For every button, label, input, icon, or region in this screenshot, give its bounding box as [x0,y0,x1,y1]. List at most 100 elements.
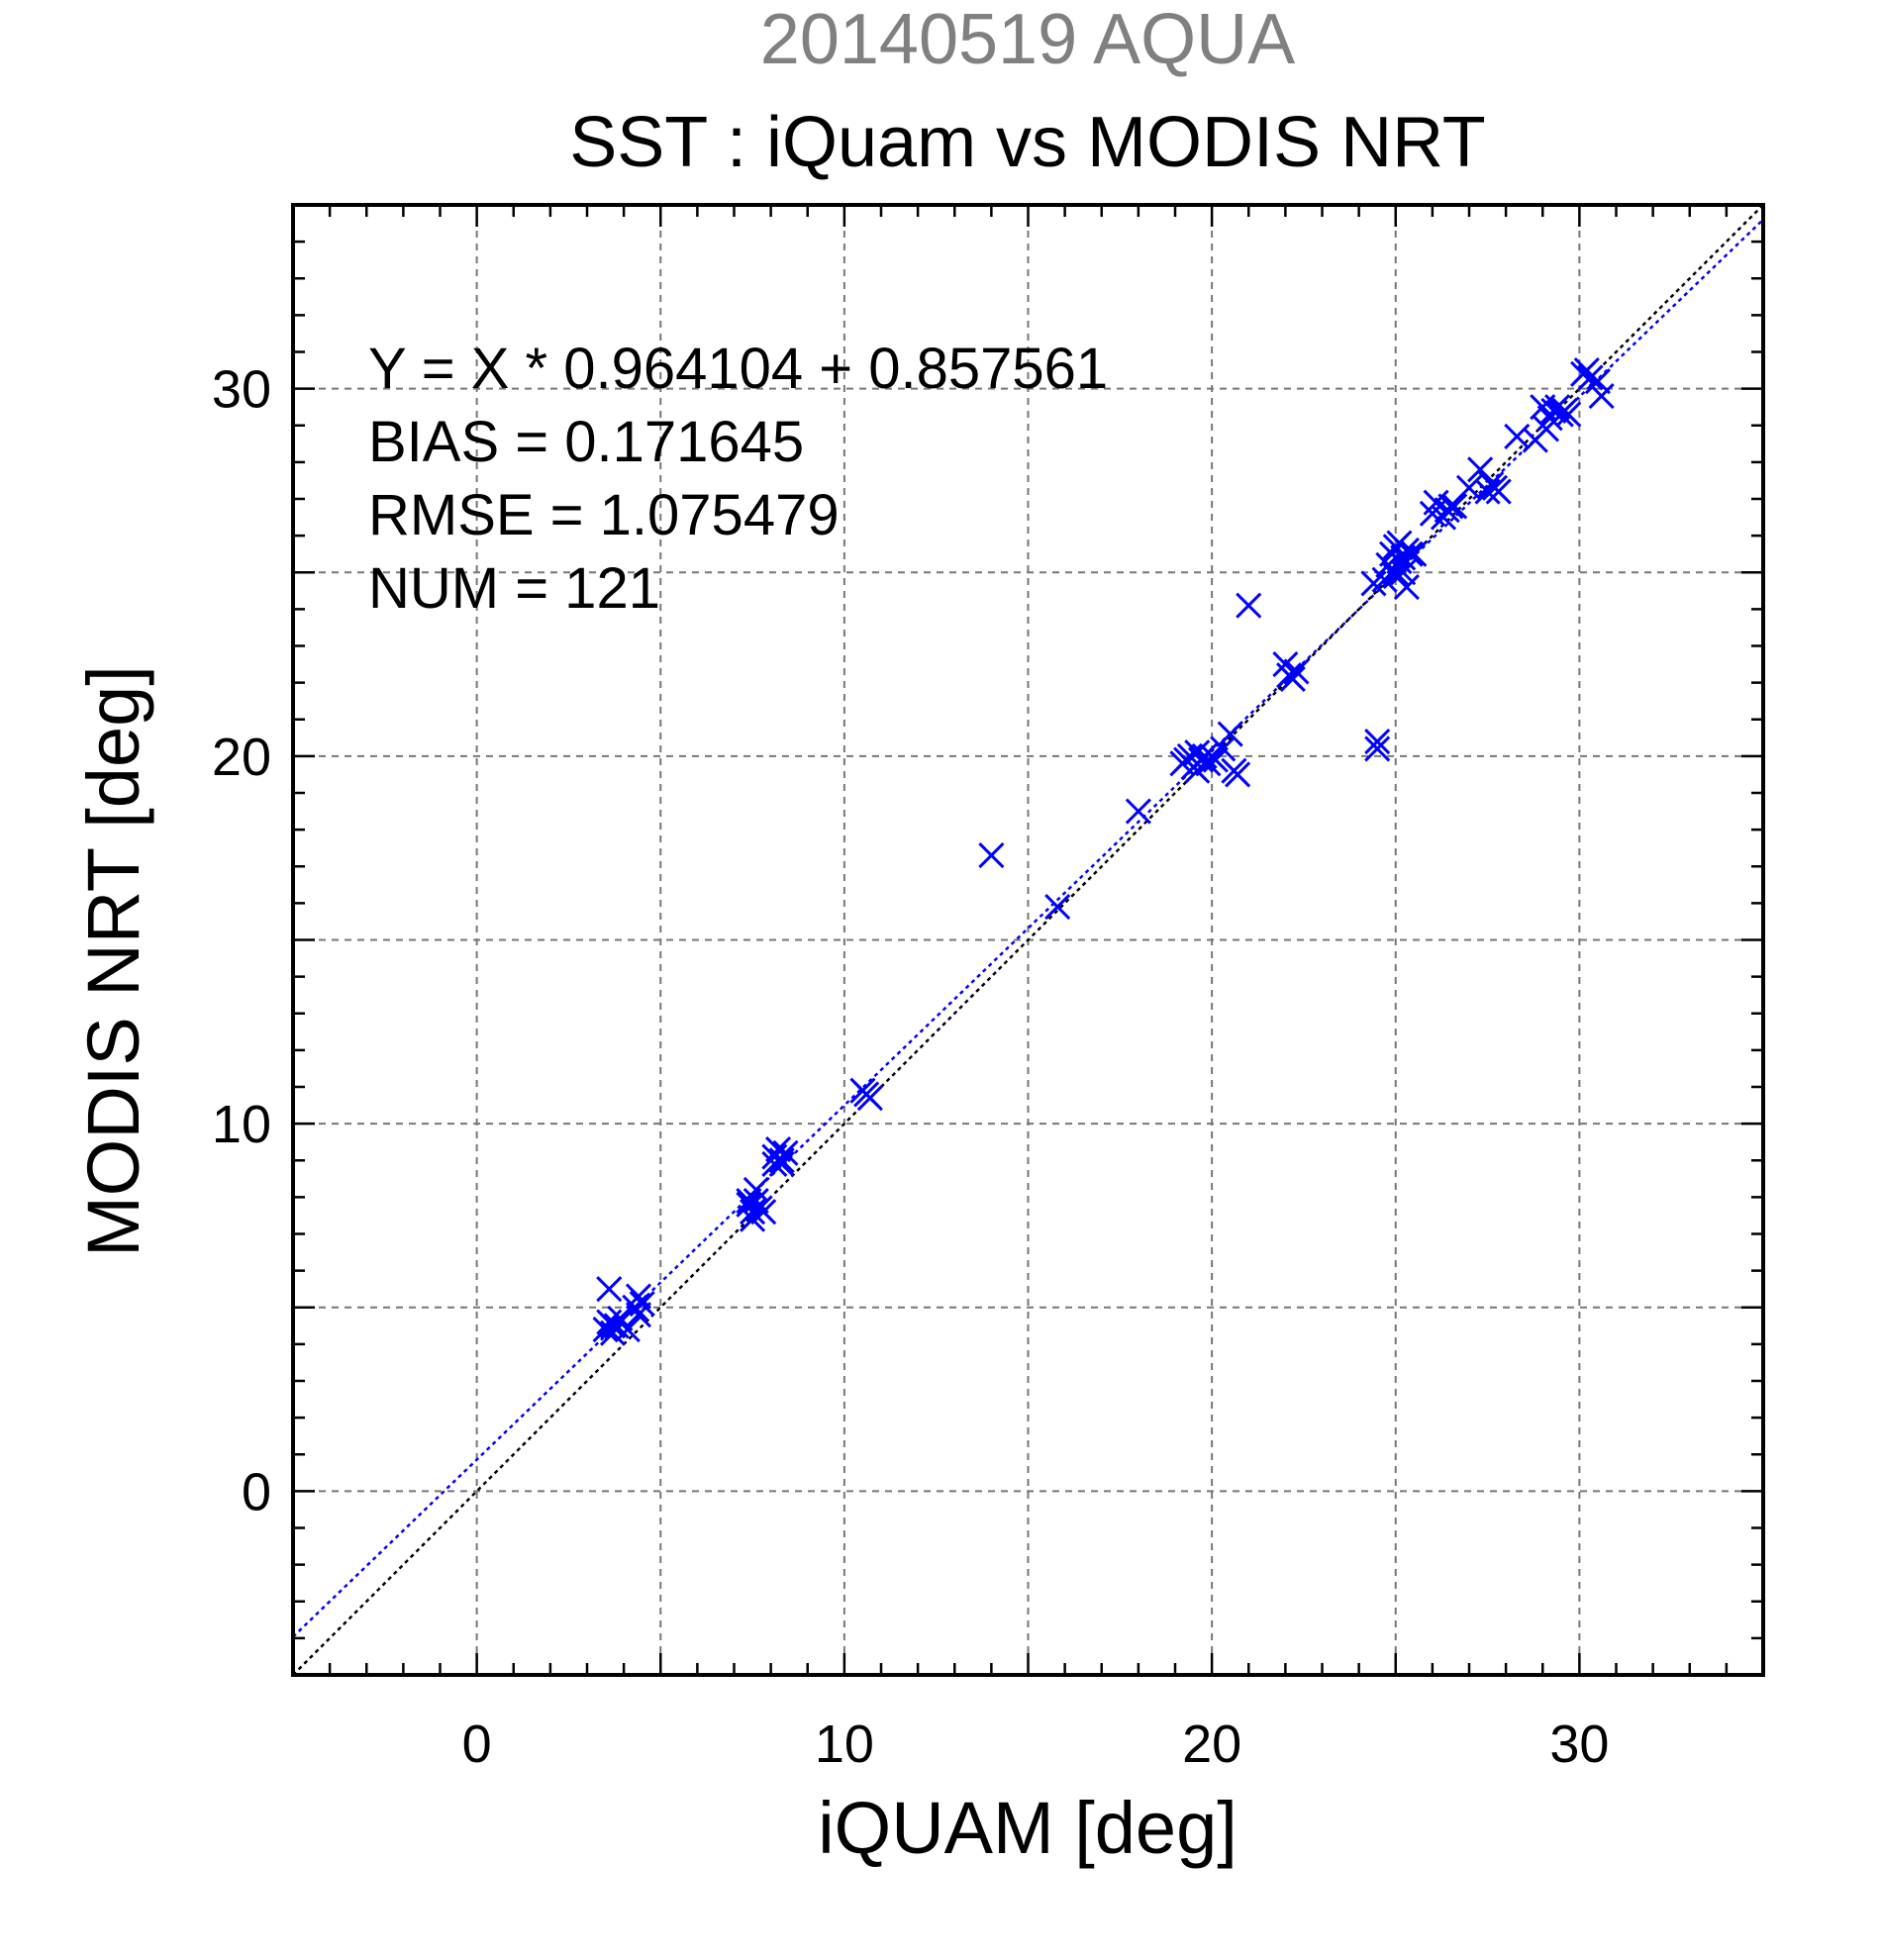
x-axis-label: iQUAM [deg] [818,1787,1238,1869]
data-point [736,1188,762,1215]
data-point-stroke [750,1199,777,1225]
y-tick-label: 10 [212,1095,271,1154]
data-point [1485,478,1512,505]
data-point-stroke [742,1188,769,1215]
stat-regression-equation: Y = X * 0.964104 + 0.857561 [368,337,1108,401]
data-point [768,1147,795,1174]
data-point-stroke [607,1305,634,1331]
data-point [1364,735,1391,762]
stat-bias: BIAS = 0.171645 [368,410,804,474]
data-point [1236,592,1262,619]
data-point [853,1081,880,1108]
data-point-stroke [1044,894,1071,921]
reference-lines [292,204,1764,1676]
data-point [1397,540,1424,567]
data-point-stroke [1577,364,1604,391]
data-point [978,842,1005,869]
data-point-stroke [1125,798,1151,825]
data-point-stroke [1401,540,1428,567]
data-point-stroke [1225,761,1251,788]
data-point [1544,394,1571,421]
data-point [1382,562,1409,590]
data-point [1441,493,1468,520]
data-point-stroke [1364,735,1391,762]
data-point [1588,382,1615,410]
data-point-stroke [1555,401,1582,428]
data-point [1210,735,1237,762]
data-point-stroke [736,1191,762,1218]
grid-lines [293,205,1763,1675]
data-point-stroke [1210,735,1237,762]
data-point-stroke [1272,651,1299,678]
data-point-stroke [978,842,1005,869]
data-point-stroke [1202,746,1229,773]
data-point-stroke [1584,368,1611,395]
data-point [1467,456,1494,483]
data-point-stroke [1588,382,1615,410]
data-point-stroke [1236,592,1262,619]
data-point-stroke [1184,757,1211,784]
data-point [1283,658,1310,685]
data-point-stroke [1544,394,1571,421]
data-point-stroke [1441,493,1468,520]
data-point-stroke [853,1081,880,1108]
data-points [592,357,1615,1346]
data-point-stroke [1364,728,1391,755]
data-point [614,1316,641,1343]
data-point [1044,894,1071,921]
identity-line [292,204,1764,1676]
data-point [750,1199,777,1225]
data-point [1225,761,1251,788]
data-point-stroke [1390,559,1417,586]
data-point-stroke [1279,665,1306,692]
x-tick-label: 30 [1549,1715,1609,1774]
data-point-stroke [1467,456,1494,483]
data-point [1401,540,1428,567]
data-point [1202,746,1229,773]
data-point-stroke [599,1320,627,1346]
data-point-stroke [736,1188,762,1215]
data-point-stroke [1386,548,1413,575]
data-point-stroke [614,1316,641,1343]
y-tick-label: 20 [212,728,271,787]
data-point [1584,368,1611,395]
data-point-stroke [1474,478,1501,505]
y-tick-label: 30 [212,360,271,420]
data-point-stroke [1191,742,1218,769]
chart-subtitle: 20140519 AQUA [760,0,1295,79]
data-point [596,1276,623,1303]
data-point [1364,728,1391,755]
x-tick-label: 10 [815,1715,874,1774]
data-point [761,1150,788,1178]
data-point [1555,401,1582,428]
data-point [629,1290,655,1318]
stat-rmse: RMSE = 1.075479 [368,483,840,547]
data-point-stroke [1397,540,1424,567]
data-point-stroke [625,1283,652,1310]
data-point-stroke [768,1147,795,1174]
y-axis-label: MODIS NRT [deg] [72,665,154,1257]
data-point [1474,478,1501,505]
data-point-stroke [1283,658,1310,685]
data-point-stroke [761,1150,788,1178]
data-point [1279,665,1306,692]
x-tick-label: 20 [1182,1715,1241,1774]
data-point [1184,757,1211,784]
data-point [1577,364,1604,391]
data-point-stroke [596,1276,623,1303]
x-tick-label: 0 [462,1715,492,1774]
tick-labels: 0 10 20 30 0 10 20 30 [212,360,1609,1774]
data-point [1386,548,1413,575]
data-point [599,1320,627,1346]
plot-frame [291,203,1765,1677]
y-tick-label: 0 [242,1462,271,1521]
data-point-stroke [629,1290,655,1318]
data-point [1125,798,1151,825]
data-point-stroke [1485,478,1512,505]
data-point-stroke [764,1136,792,1163]
data-point [1217,721,1243,747]
data-point-stroke [1382,562,1409,590]
data-point [625,1283,652,1310]
stat-num: NUM = 121 [368,556,660,621]
